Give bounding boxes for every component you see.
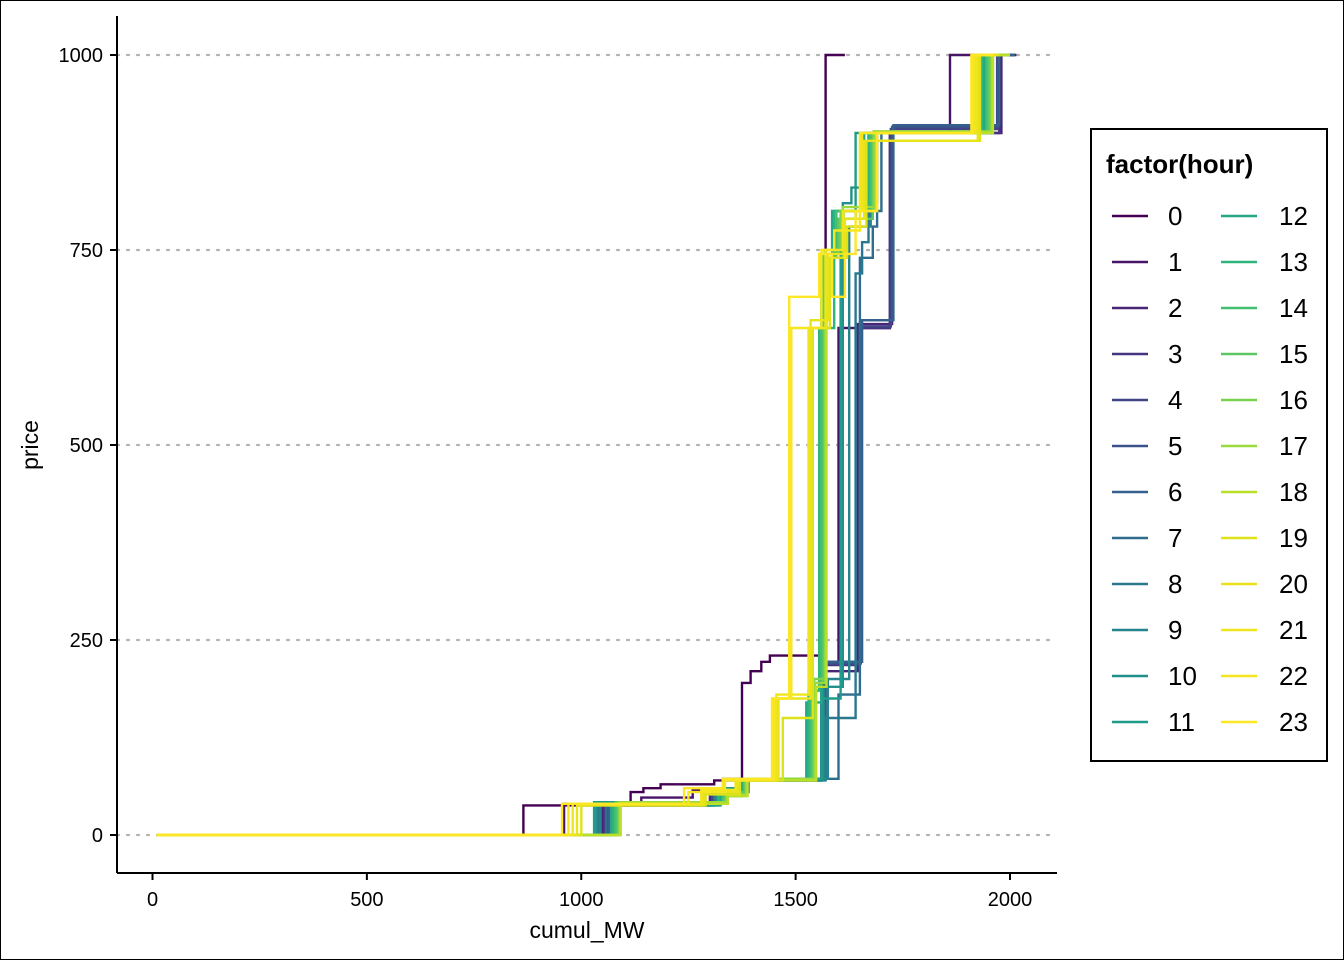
legend-item-3: 3 [1112,339,1182,369]
legend-item-1: 1 [1112,247,1182,277]
legend-label: 3 [1168,339,1182,369]
legend-label: 21 [1279,615,1308,645]
series-line-hour-5 [156,53,1015,837]
x-tick-label: 2000 [988,889,1033,911]
legend-item-20: 20 [1221,569,1308,599]
legend-label: 15 [1279,339,1308,369]
y-tick-label: 500 [70,435,103,457]
y-tick-label: 1000 [59,45,104,67]
legend-item-9: 9 [1112,615,1182,645]
gridlines [115,53,1059,837]
legend-item-6: 6 [1112,477,1182,507]
legend-label: 11 [1168,707,1195,737]
legend-item-4: 4 [1112,385,1182,415]
x-axis-title: cumul_MW [529,917,644,943]
y-tick-1000: 1000 [59,45,117,67]
legend-label: 4 [1168,385,1182,415]
x-ticks: 0 500 1000 1500 2000 [147,873,1032,911]
legend-label: 17 [1279,431,1308,461]
legend-item-11: 11 [1112,707,1195,737]
series-line-hour-20 [156,53,998,837]
y-tick-750: 750 [70,240,117,262]
legend-item-23: 23 [1221,707,1308,737]
legend-label: 16 [1279,385,1308,415]
legend-label: 7 [1168,523,1182,553]
series-line-hour-4 [156,53,1013,837]
legend-label: 9 [1168,615,1182,645]
y-tick-label: 750 [70,240,103,262]
series-line-hour-19 [156,53,1000,837]
legend-item-5: 5 [1112,431,1182,461]
legend-title: factor(hour) [1106,149,1253,179]
legend-label: 0 [1168,201,1182,231]
series-lines [156,53,1017,837]
x-tick-1500: 1500 [773,873,818,911]
legend-item-19: 19 [1221,523,1308,553]
legend-label: 1 [1168,247,1182,277]
legend-label: 20 [1279,569,1308,599]
series-line-hour-17 [156,53,1010,837]
legend-item-17: 17 [1221,431,1308,461]
legend: factor(hour) 012345678910111213141516171… [1090,128,1328,762]
x-tick-label: 500 [350,889,383,911]
y-tick-500: 500 [70,435,117,457]
legend-item-7: 7 [1112,523,1182,553]
series-line-hour-7 [156,53,1010,837]
series-line-hour-23 [156,53,993,837]
x-tick-2000: 2000 [988,873,1033,911]
y-tick-0: 0 [92,825,117,847]
x-tick-label: 1000 [559,889,604,911]
legend-item-16: 16 [1221,385,1308,415]
legend-item-2: 2 [1112,293,1182,323]
x-tick-1000: 1000 [559,873,604,911]
legend-label: 19 [1279,523,1308,553]
legend-item-13: 13 [1221,247,1308,277]
legend-label: 12 [1279,201,1308,231]
legend-label: 18 [1279,477,1308,507]
legend-item-12: 12 [1221,201,1308,231]
legend-label: 14 [1279,293,1308,323]
legend-item-15: 15 [1221,339,1308,369]
legend-label: 2 [1168,293,1182,323]
series-line-hour-21 [156,53,995,837]
legend-item-0: 0 [1112,201,1182,231]
legend-item-14: 14 [1221,293,1308,323]
y-axis-title: price [17,420,43,470]
y-tick-label: 250 [70,630,103,652]
legend-label: 13 [1279,247,1308,277]
series-line-hour-2 [156,53,1015,837]
legend-label: 8 [1168,569,1182,599]
y-ticks: 0 250 500 750 1000 [59,45,117,847]
legend-label: 22 [1279,661,1308,691]
legend-label: 23 [1279,707,1308,737]
legend-item-10: 10 [1112,661,1197,691]
series-line-hour-22 [156,53,993,837]
legend-item-21: 21 [1221,615,1308,645]
y-tick-label: 0 [92,825,103,847]
x-tick-label: 0 [147,889,158,911]
x-tick-0: 0 [147,873,158,911]
legend-item-18: 18 [1221,477,1308,507]
legend-label: 6 [1168,477,1182,507]
legend-item-22: 22 [1221,661,1308,691]
legend-item-8: 8 [1112,569,1182,599]
x-tick-500: 500 [350,873,384,911]
x-tick-label: 1500 [773,889,818,911]
legend-label: 10 [1168,661,1197,691]
legend-label: 5 [1168,431,1182,461]
y-tick-250: 250 [70,630,117,652]
